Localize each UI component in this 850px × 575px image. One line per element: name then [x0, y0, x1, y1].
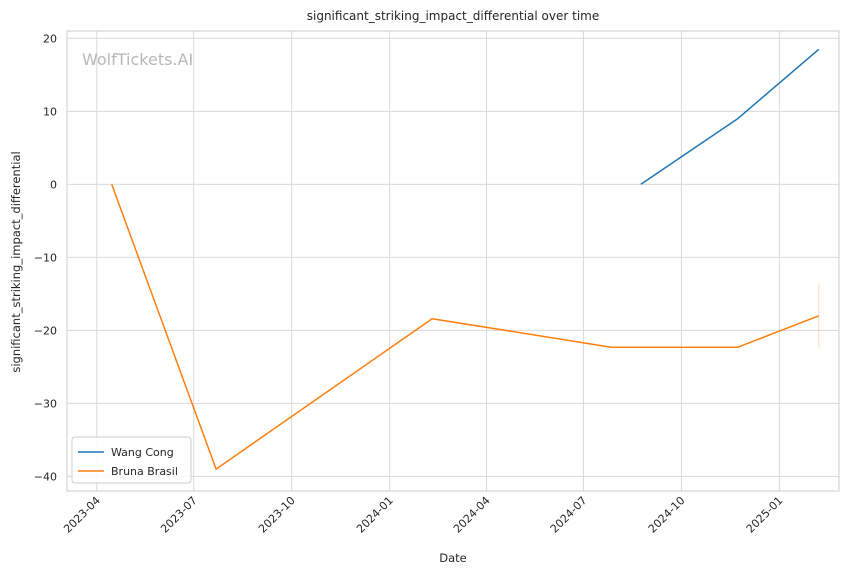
x-tick-label: 2024-04 [451, 494, 493, 536]
grid [67, 31, 839, 491]
legend: Wang Cong Bruna Brasil [71, 436, 192, 484]
y-tick-label: 10 [43, 105, 57, 118]
x-tick-label: 2024-10 [646, 494, 688, 536]
y-tick-label: −10 [34, 251, 57, 264]
series-line-bruna-brasil [110, 184, 820, 470]
y-tick-label: −20 [34, 324, 57, 337]
y-tick-labels: 20 10 0 −10 −20 −30 −40 [34, 32, 57, 483]
plot-area [66, 30, 840, 492]
x-tick-label: 2023-04 [61, 494, 103, 536]
x-tick-label: 2023-07 [158, 494, 200, 536]
x-axis-label: Date [439, 551, 467, 565]
chart-title: significant_striking_impact_differential… [307, 9, 599, 23]
x-tick-label: 2024-07 [548, 494, 590, 536]
y-tick-label: −30 [34, 397, 57, 410]
x-tick-label: 2023-10 [256, 494, 298, 536]
x-tick-label: 2025-01 [744, 494, 786, 536]
x-tick-label: 2024-01 [354, 494, 396, 536]
y-tick-label: 20 [43, 32, 57, 45]
y-tick-label: −40 [34, 470, 57, 483]
y-tick-label: 0 [50, 178, 57, 191]
series-line-wang-cong [640, 48, 820, 185]
watermark: WolfTickets.AI [82, 50, 193, 69]
x-tick-labels: 2023-04 2023-07 2023-10 2024-01 2024-04 2024-… [61, 494, 785, 536]
y-axis-label: significant_striking_impact_differential [9, 151, 23, 372]
series-layer [110, 48, 820, 470]
legend-label-bruna-brasil: Bruna Brasil [111, 465, 178, 478]
legend-label-wang-cong: Wang Cong [111, 446, 174, 459]
